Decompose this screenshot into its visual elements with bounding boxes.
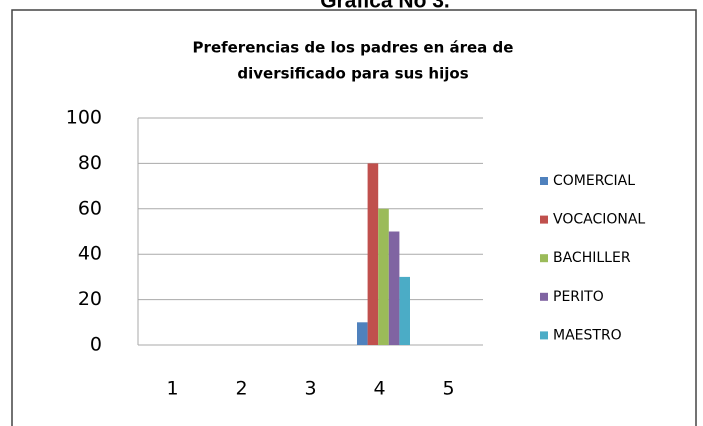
legend-label: COMERCIAL (553, 173, 635, 189)
legend-swatch (540, 331, 548, 340)
legend-swatch (540, 215, 548, 224)
legend-swatch (540, 292, 548, 301)
y-tick-label: 60 (78, 197, 102, 219)
legend-label: VOCACIONAL (553, 212, 645, 228)
x-tick-label: 4 (373, 378, 385, 400)
bar (357, 322, 368, 345)
x-tick-label: 2 (235, 378, 247, 400)
x-tick-label: 5 (442, 378, 454, 400)
bar (367, 163, 379, 345)
y-tick-label: 0 (90, 334, 102, 356)
y-tick-label: 100 (66, 107, 102, 129)
legend-label: PERITO (553, 289, 604, 305)
legend-label: MAESTRO (553, 327, 622, 343)
y-tick-label: 20 (78, 288, 102, 310)
x-tick-label: 3 (304, 378, 316, 400)
bar (388, 231, 400, 345)
chart-title: diversificado para sus hijos (237, 65, 468, 83)
bar (378, 208, 389, 345)
legend-swatch (540, 254, 548, 263)
chart-frame (11, 9, 697, 426)
legend-swatch (540, 177, 548, 185)
x-tick-label: 1 (166, 378, 178, 400)
y-tick-label: 40 (78, 243, 102, 265)
legend-label: BACHILLER (553, 250, 631, 266)
y-tick-label: 80 (78, 152, 102, 174)
chart-title: Preferencias de los padres en área de (193, 39, 514, 57)
bar (399, 276, 410, 345)
